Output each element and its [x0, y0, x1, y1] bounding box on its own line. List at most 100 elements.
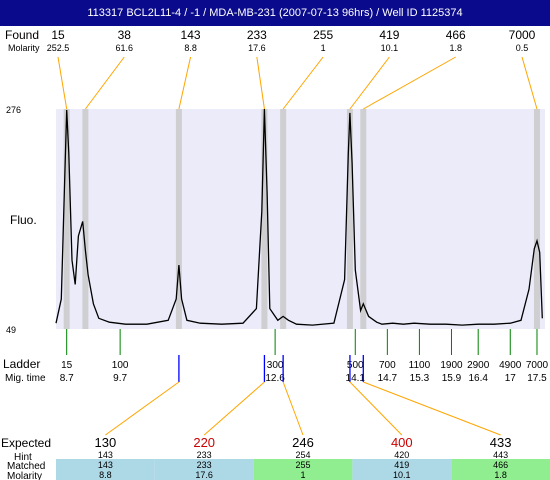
matched-value: 466 [493, 460, 508, 470]
expected-connector [203, 381, 265, 436]
peak-band [360, 109, 367, 329]
matched-molarity: 1 [300, 470, 305, 480]
matched-molarity: 17.6 [195, 470, 213, 480]
ladder-mig-time: 12.6 [265, 373, 285, 384]
peak-band [261, 109, 268, 329]
molarity-label: Molarity [8, 43, 40, 53]
ladder-size: 15 [61, 360, 73, 371]
found-size: 419 [379, 28, 399, 42]
ladder-label: Ladder [3, 357, 40, 371]
y-tick-label: 276 [6, 105, 21, 115]
peak-band [280, 109, 287, 329]
expected-value: 400 [391, 435, 413, 450]
matched-value: 143 [98, 460, 113, 470]
found-molarity: 1.8 [449, 43, 462, 53]
matched-molarity: 8.8 [99, 470, 112, 480]
ladder-size: 700 [379, 360, 396, 371]
found-size: 7000 [509, 28, 536, 42]
found-molarity: 61.6 [116, 43, 134, 53]
y-tick-label: 49 [6, 325, 16, 335]
matched-cell [451, 459, 550, 480]
hint-value: 420 [394, 450, 409, 460]
ladder-size: 1900 [440, 360, 463, 371]
chart-title: 113317 BCL2L11-4 / -1 / MDA-MB-231 (2007… [0, 0, 550, 26]
found-connector [363, 56, 456, 110]
expected-value: 220 [193, 435, 215, 450]
found-connector [521, 56, 538, 110]
expected-connector [282, 381, 304, 436]
hint-value: 143 [98, 450, 113, 460]
ladder-size: 500 [347, 360, 364, 371]
fluorescence-trace [55, 108, 543, 326]
found-size: 233 [247, 28, 267, 42]
peak-band [346, 109, 353, 329]
ladder-mig-time: 8.7 [60, 373, 74, 384]
matched-cell [253, 459, 353, 480]
ladder-mig-time: 17 [505, 373, 517, 384]
ladder-size: 300 [267, 360, 284, 371]
expected-value: 433 [490, 435, 512, 450]
found-molarity: 0.5 [516, 43, 529, 53]
matched-value: 255 [295, 460, 310, 470]
electropherogram: Found Molarity Fluo. Ladder Mig. time Ex… [1, 28, 550, 480]
plot-background [56, 109, 545, 329]
peak-band [533, 109, 540, 329]
expected-label: Expected [1, 436, 51, 450]
matched-cell [154, 459, 254, 480]
ladder-mig-time: 16.4 [468, 373, 488, 384]
peak-band [175, 109, 182, 329]
ladder-mig-time: 15.3 [410, 373, 430, 384]
found-label: Found [5, 28, 39, 42]
hint-label: Hint [14, 452, 32, 463]
found-size: 15 [51, 28, 65, 42]
fluo-axis-label: Fluo. [10, 213, 37, 227]
found-size: 143 [181, 28, 201, 42]
ladder-mig-time: 15.9 [442, 373, 462, 384]
found-molarity: 8.8 [184, 43, 197, 53]
found-connector [178, 56, 192, 110]
matched-molarity: 10.1 [393, 470, 411, 480]
found-connector [57, 56, 68, 110]
found-size: 466 [446, 28, 466, 42]
ladder-mig-time: 17.5 [527, 373, 547, 384]
mig-time-label: Mig. time [5, 373, 46, 384]
found-molarity: 17.6 [248, 43, 266, 53]
hint-value: 443 [493, 450, 508, 460]
peak-band [63, 109, 70, 329]
hint-value: 254 [295, 450, 310, 460]
hint-value: 233 [197, 450, 212, 460]
found-molarity: 10.1 [381, 43, 399, 53]
found-size: 38 [118, 28, 132, 42]
ladder-mig-time: 14.1 [346, 373, 366, 384]
matched-cell [352, 459, 452, 480]
expected-value: 130 [95, 435, 117, 450]
expected-connector [349, 381, 403, 436]
matched-cell [56, 459, 155, 480]
found-molarity: 1 [321, 43, 326, 53]
found-molarity: 252.5 [47, 43, 70, 53]
found-connector [84, 56, 125, 110]
found-size: 255 [313, 28, 333, 42]
matched-value: 419 [394, 460, 409, 470]
matched-label: Matched [7, 461, 45, 472]
peak-band [82, 109, 89, 329]
ladder-size: 1100 [409, 360, 431, 371]
matched-molarity: 1.8 [494, 470, 507, 480]
ladder-size: 4900 [499, 360, 522, 371]
ladder-mig-time: 9.7 [113, 373, 127, 384]
y-axis: 276 49 [6, 105, 21, 335]
ladder-axis: 15 8.7 100 9.7 300 12.6 500 14.1 700 14.7 1100 15.3… [60, 329, 549, 384]
ladder-size: 7000 [526, 360, 549, 371]
expected-value: 246 [292, 435, 314, 450]
found-connector [256, 56, 265, 110]
expected-table: 1301431438.822023323317.6246254255140042… [56, 381, 550, 480]
expected-connector [363, 381, 501, 436]
ladder-mig-time: 14.7 [378, 373, 398, 384]
ladder-size: 2900 [467, 360, 490, 371]
matched-value: 233 [197, 460, 212, 470]
expected-connector [105, 381, 180, 436]
found-connector [349, 56, 390, 110]
found-connector [282, 56, 324, 110]
ladder-size: 100 [112, 360, 129, 371]
